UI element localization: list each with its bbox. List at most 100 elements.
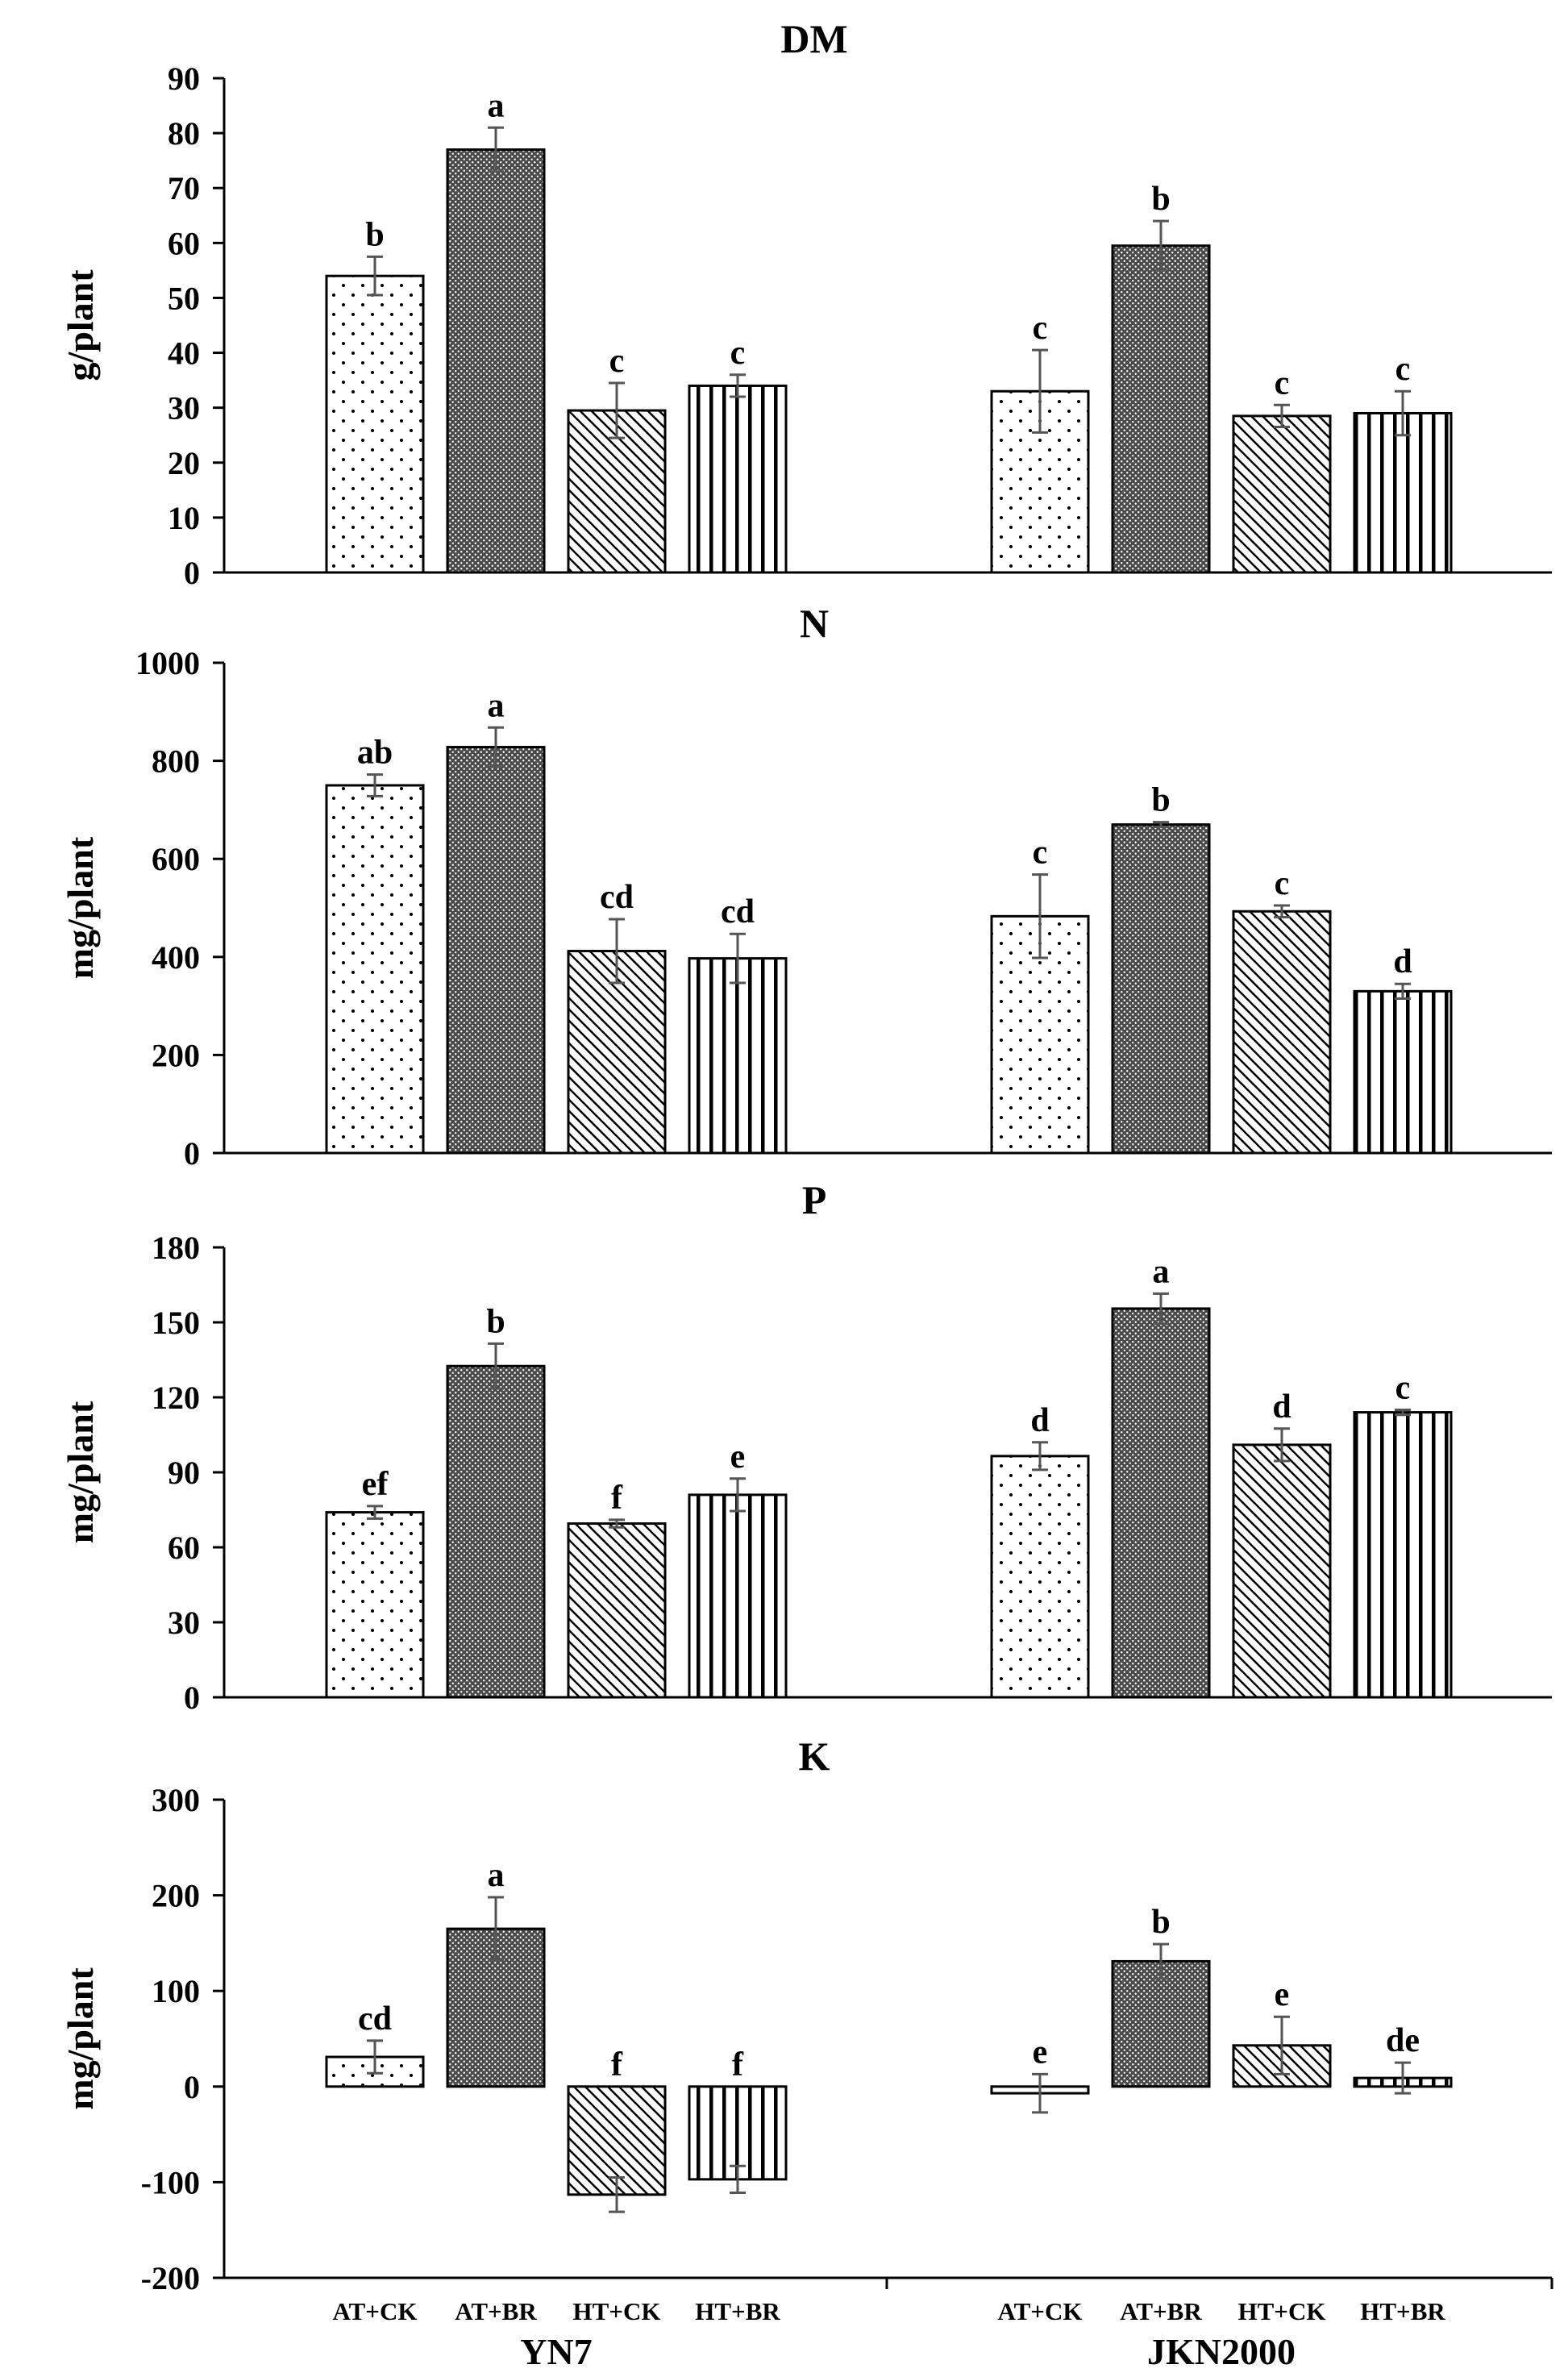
- y-tick-label: 300: [152, 1782, 200, 1818]
- significance-label: cd: [721, 893, 755, 930]
- y-tick-label: 200: [152, 1037, 200, 1073]
- significance-label: d: [1272, 1388, 1291, 1426]
- y-tick-label: -100: [141, 2164, 200, 2200]
- x-tick-label: AT+BR: [1120, 2297, 1202, 2325]
- significance-label: f: [611, 1480, 623, 1517]
- bar-p-jkn2000-at-br: [1111, 1307, 1211, 1699]
- panel-title-p: P: [802, 1177, 827, 1222]
- chart-panels: DM 0 10 20 30 40 50 60 70 80 90 g/plant b a c c c b c c N 0 20…: [60, 16, 1553, 2372]
- x-tick-label: AT+BR: [455, 2297, 537, 2325]
- bar-n-yn7-ht-ck: [567, 950, 667, 1155]
- y-tick-label: 90: [168, 1455, 200, 1491]
- bar-dm-yn7-at-ck: [325, 274, 425, 574]
- y-tick-label: 400: [152, 939, 200, 976]
- y-tick-label: 40: [168, 335, 200, 372]
- bar-p-yn7-ht-ck: [567, 1522, 667, 1699]
- significance-label: c: [1395, 1370, 1411, 1407]
- panel-dm: DM 0 10 20 30 40 50 60 70 80 90 g/plant b a c c c b c c: [60, 16, 1552, 591]
- significance-label: ab: [357, 735, 393, 772]
- y-tick-label: 100: [152, 1973, 200, 2009]
- significance-label: ef: [362, 1466, 389, 1503]
- significance-label: b: [1151, 782, 1170, 819]
- panel-title-n: N: [800, 601, 829, 646]
- bar-p-yn7-ht-br: [688, 1493, 788, 1699]
- significance-label: b: [365, 216, 384, 253]
- bar-p-yn7-at-ck: [325, 1511, 425, 1699]
- bar-p-jkn2000-ht-br: [1353, 1411, 1453, 1699]
- significance-label: f: [611, 2046, 623, 2084]
- y-tick-label: -200: [141, 2260, 200, 2296]
- y-tick-label: 10: [168, 500, 200, 536]
- significance-label: c: [1395, 351, 1411, 388]
- y-tick-label: 0: [184, 555, 200, 591]
- y-tick-label: 30: [168, 1605, 200, 1641]
- y-tick-label: 30: [168, 390, 200, 427]
- y-axis-label-n: mg/plant: [60, 836, 101, 979]
- y-axis-label-p: mg/plant: [60, 1401, 101, 1543]
- y-tick-label: 180: [152, 1230, 200, 1266]
- bar-n-yn7-ht-br: [688, 957, 788, 1155]
- y-tick-label: 0: [184, 1680, 200, 1716]
- y-tick-label: 90: [168, 60, 200, 97]
- significance-label: c: [1275, 865, 1290, 902]
- y-axis-label-dm: g/plant: [60, 269, 101, 381]
- bar-n-jkn2000-at-br: [1111, 823, 1211, 1155]
- y-tick-label: 120: [152, 1380, 200, 1416]
- significance-label: a: [488, 1857, 505, 1894]
- x-tick-label: HT+CK: [1238, 2297, 1326, 2325]
- panel-title-k: K: [799, 1734, 830, 1779]
- significance-label: e: [1275, 1976, 1290, 2013]
- significance-label: c: [1033, 835, 1048, 872]
- y-tick-label: 600: [152, 841, 200, 877]
- x-tick-label: HT+BR: [695, 2297, 780, 2325]
- significance-label: de: [1386, 2022, 1420, 2059]
- y-tick-label: 0: [184, 1135, 200, 1172]
- significance-label: c: [730, 335, 746, 372]
- y-tick-label: 20: [168, 445, 200, 481]
- x-tick-label: AT+CK: [333, 2297, 418, 2325]
- significance-label: cd: [600, 879, 634, 916]
- bar-p-yn7-at-br: [446, 1364, 546, 1699]
- significance-label: c: [609, 343, 625, 380]
- significance-label: e: [1033, 2034, 1048, 2071]
- bar-n-jkn2000-ht-br: [1353, 989, 1453, 1155]
- significance-label: c: [1275, 364, 1290, 402]
- y-tick-label: 1000: [135, 645, 200, 681]
- y-tick-label: 70: [168, 170, 200, 206]
- y-tick-label: 80: [168, 115, 200, 152]
- bar-dm-jkn2000-ht-ck: [1232, 414, 1332, 574]
- significance-label: d: [1393, 943, 1412, 980]
- bar-dm-jkn2000-ht-br: [1353, 411, 1453, 574]
- bar-p-jkn2000-ht-ck: [1232, 1443, 1332, 1699]
- panel-p: P 0 30 60 90 120 150 180 mg/plant ef b f e d a d c: [60, 1177, 1552, 1716]
- panel-k: K -200 -100 0 100 200 300 mg/plant cd a f f e b e de AT+…: [60, 1734, 1553, 2372]
- bar-dm-jkn2000-at-br: [1111, 244, 1211, 574]
- y-tick-label: 150: [152, 1305, 200, 1341]
- significance-label: d: [1030, 1402, 1049, 1439]
- bar-n-yn7-at-br: [446, 746, 546, 1155]
- y-tick-label: 60: [168, 1530, 200, 1566]
- x-tick-label: AT+CK: [998, 2297, 1083, 2325]
- significance-label: e: [730, 1438, 746, 1476]
- y-tick-label: 200: [152, 1878, 200, 1914]
- significance-label: b: [1151, 181, 1170, 218]
- bar-dm-yn7-at-br: [446, 148, 546, 574]
- significance-label: b: [486, 1303, 505, 1340]
- x-tick-label: HT+CK: [573, 2297, 661, 2325]
- y-tick-label: 800: [152, 743, 200, 780]
- y-tick-label: 60: [168, 225, 200, 261]
- bar-n-jkn2000-ht-ck: [1232, 910, 1332, 1155]
- bar-k-jkn2000-at-br: [1111, 1959, 1211, 2088]
- significance-label: c: [1033, 310, 1048, 347]
- x-tick-label: HT+BR: [1360, 2297, 1445, 2325]
- significance-label: b: [1151, 1904, 1170, 1941]
- bar-p-jkn2000-at-ck: [990, 1455, 1090, 1699]
- significance-label: f: [732, 2046, 744, 2084]
- significance-label: cd: [358, 2000, 392, 2038]
- y-tick-label: 50: [168, 280, 200, 316]
- bar-dm-yn7-ht-br: [688, 384, 788, 574]
- y-tick-label: 0: [184, 2069, 200, 2105]
- group-label-jkn2000: JKN2000: [1147, 2331, 1296, 2372]
